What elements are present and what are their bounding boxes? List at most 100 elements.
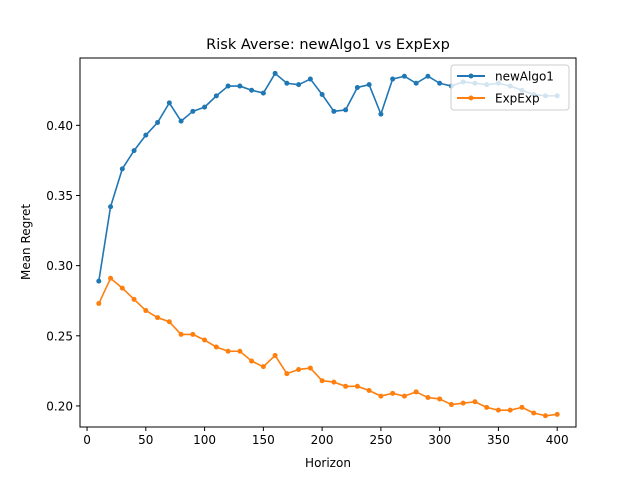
data-point-expexp <box>495 407 501 413</box>
data-point-newalgo1 <box>437 80 443 86</box>
x-tick-label: 50 <box>138 433 153 447</box>
data-point-newalgo1 <box>390 76 396 82</box>
x-tick-label: 0 <box>83 433 91 447</box>
data-point-expexp <box>554 411 560 417</box>
data-point-newalgo1 <box>272 70 278 76</box>
data-point-expexp <box>143 308 149 314</box>
data-point-newalgo1 <box>225 83 231 89</box>
data-point-newalgo1 <box>237 83 243 89</box>
data-point-expexp <box>96 301 102 307</box>
x-tick-label: 400 <box>546 433 569 447</box>
data-point-expexp <box>343 383 349 389</box>
data-point-expexp <box>237 348 243 354</box>
data-point-expexp <box>378 393 384 399</box>
data-point-expexp <box>166 319 172 325</box>
data-point-newalgo1 <box>425 73 431 79</box>
data-point-newalgo1 <box>284 80 290 86</box>
data-point-expexp <box>108 275 114 281</box>
data-point-expexp <box>284 371 290 377</box>
data-point-newalgo1 <box>96 278 102 284</box>
data-point-newalgo1 <box>143 132 149 138</box>
x-tick-label: 200 <box>311 433 334 447</box>
data-point-newalgo1 <box>413 80 419 86</box>
data-point-expexp <box>296 366 302 372</box>
data-point-expexp <box>531 410 537 416</box>
data-point-newalgo1 <box>401 73 407 79</box>
plot-area <box>80 58 576 427</box>
data-point-expexp <box>507 407 513 413</box>
plot-frame <box>79 57 577 428</box>
data-point-newalgo1 <box>202 104 208 110</box>
data-point-expexp <box>472 399 478 405</box>
y-axis-ticks: 0.20 0.25 0.30 0.35 0.40 <box>46 119 80 413</box>
data-point-newalgo1 <box>354 84 360 90</box>
data-point-newalgo1 <box>307 76 313 82</box>
data-point-newalgo1 <box>343 107 349 113</box>
data-point-expexp <box>542 413 548 419</box>
data-point-newalgo1 <box>119 166 125 172</box>
data-point-expexp <box>272 352 278 358</box>
data-point-newalgo1 <box>296 82 302 88</box>
data-point-expexp <box>354 383 360 389</box>
data-point-newalgo1 <box>155 120 161 126</box>
data-point-newalgo1 <box>366 82 372 88</box>
data-point-newalgo1 <box>131 148 137 154</box>
data-point-newalgo1 <box>108 204 114 210</box>
data-point-expexp <box>390 390 396 396</box>
series-line-expexp <box>98 277 558 417</box>
data-point-expexp <box>331 379 337 385</box>
y-tick-label: 0.30 <box>46 259 73 273</box>
data-point-newalgo1 <box>190 108 196 114</box>
x-axis-label: Horizon <box>305 456 351 470</box>
data-point-newalgo1 <box>378 111 384 117</box>
y-tick-label: 0.20 <box>46 399 73 413</box>
data-point-newalgo1 <box>178 118 184 124</box>
data-point-expexp <box>319 378 325 384</box>
data-point-expexp <box>484 404 490 410</box>
data-point-expexp <box>131 296 137 302</box>
data-point-newalgo1 <box>260 90 266 96</box>
legend: newAlgo1 ExpExp <box>450 64 570 111</box>
data-point-newalgo1 <box>166 100 172 106</box>
y-axis-label: Mean Regret <box>19 204 33 280</box>
series-layer <box>96 70 560 419</box>
legend-label-newalgo1: newAlgo1 <box>495 70 554 84</box>
data-point-expexp <box>401 393 407 399</box>
chart-title: Risk Averse: newAlgo1 vs ExpExp <box>206 37 450 53</box>
data-point-expexp <box>366 388 372 394</box>
data-point-expexp <box>437 396 443 402</box>
x-tick-label: 100 <box>193 433 216 447</box>
data-point-expexp <box>260 364 266 370</box>
y-tick-label: 0.40 <box>46 119 73 133</box>
x-axis-ticks: 0 50 100 150 200 250 300 350 400 <box>83 427 569 447</box>
data-point-expexp <box>213 344 219 350</box>
data-point-expexp <box>225 348 231 354</box>
data-point-expexp <box>307 365 313 371</box>
data-point-expexp <box>413 389 419 395</box>
data-point-expexp <box>249 358 255 364</box>
data-point-expexp <box>119 285 125 291</box>
x-tick-label: 150 <box>252 433 275 447</box>
legend-marker-newalgo1 <box>468 73 474 79</box>
data-point-expexp <box>155 315 161 321</box>
x-tick-label: 250 <box>369 433 392 447</box>
data-point-expexp <box>448 402 454 408</box>
data-point-newalgo1 <box>249 87 255 93</box>
series-expexp <box>96 275 560 419</box>
data-point-expexp <box>460 400 466 406</box>
data-point-newalgo1 <box>213 93 219 99</box>
data-point-expexp <box>202 337 208 343</box>
data-point-expexp <box>519 404 525 410</box>
data-point-newalgo1 <box>331 108 337 114</box>
data-point-expexp <box>425 395 431 401</box>
legend-label-expexp: ExpExp <box>495 92 540 106</box>
y-tick-label: 0.25 <box>46 329 73 343</box>
y-tick-label: 0.35 <box>46 189 73 203</box>
legend-marker-expexp <box>468 95 474 101</box>
data-point-expexp <box>190 331 196 337</box>
data-point-expexp <box>178 331 184 337</box>
x-tick-label: 350 <box>487 433 510 447</box>
data-point-newalgo1 <box>319 91 325 97</box>
